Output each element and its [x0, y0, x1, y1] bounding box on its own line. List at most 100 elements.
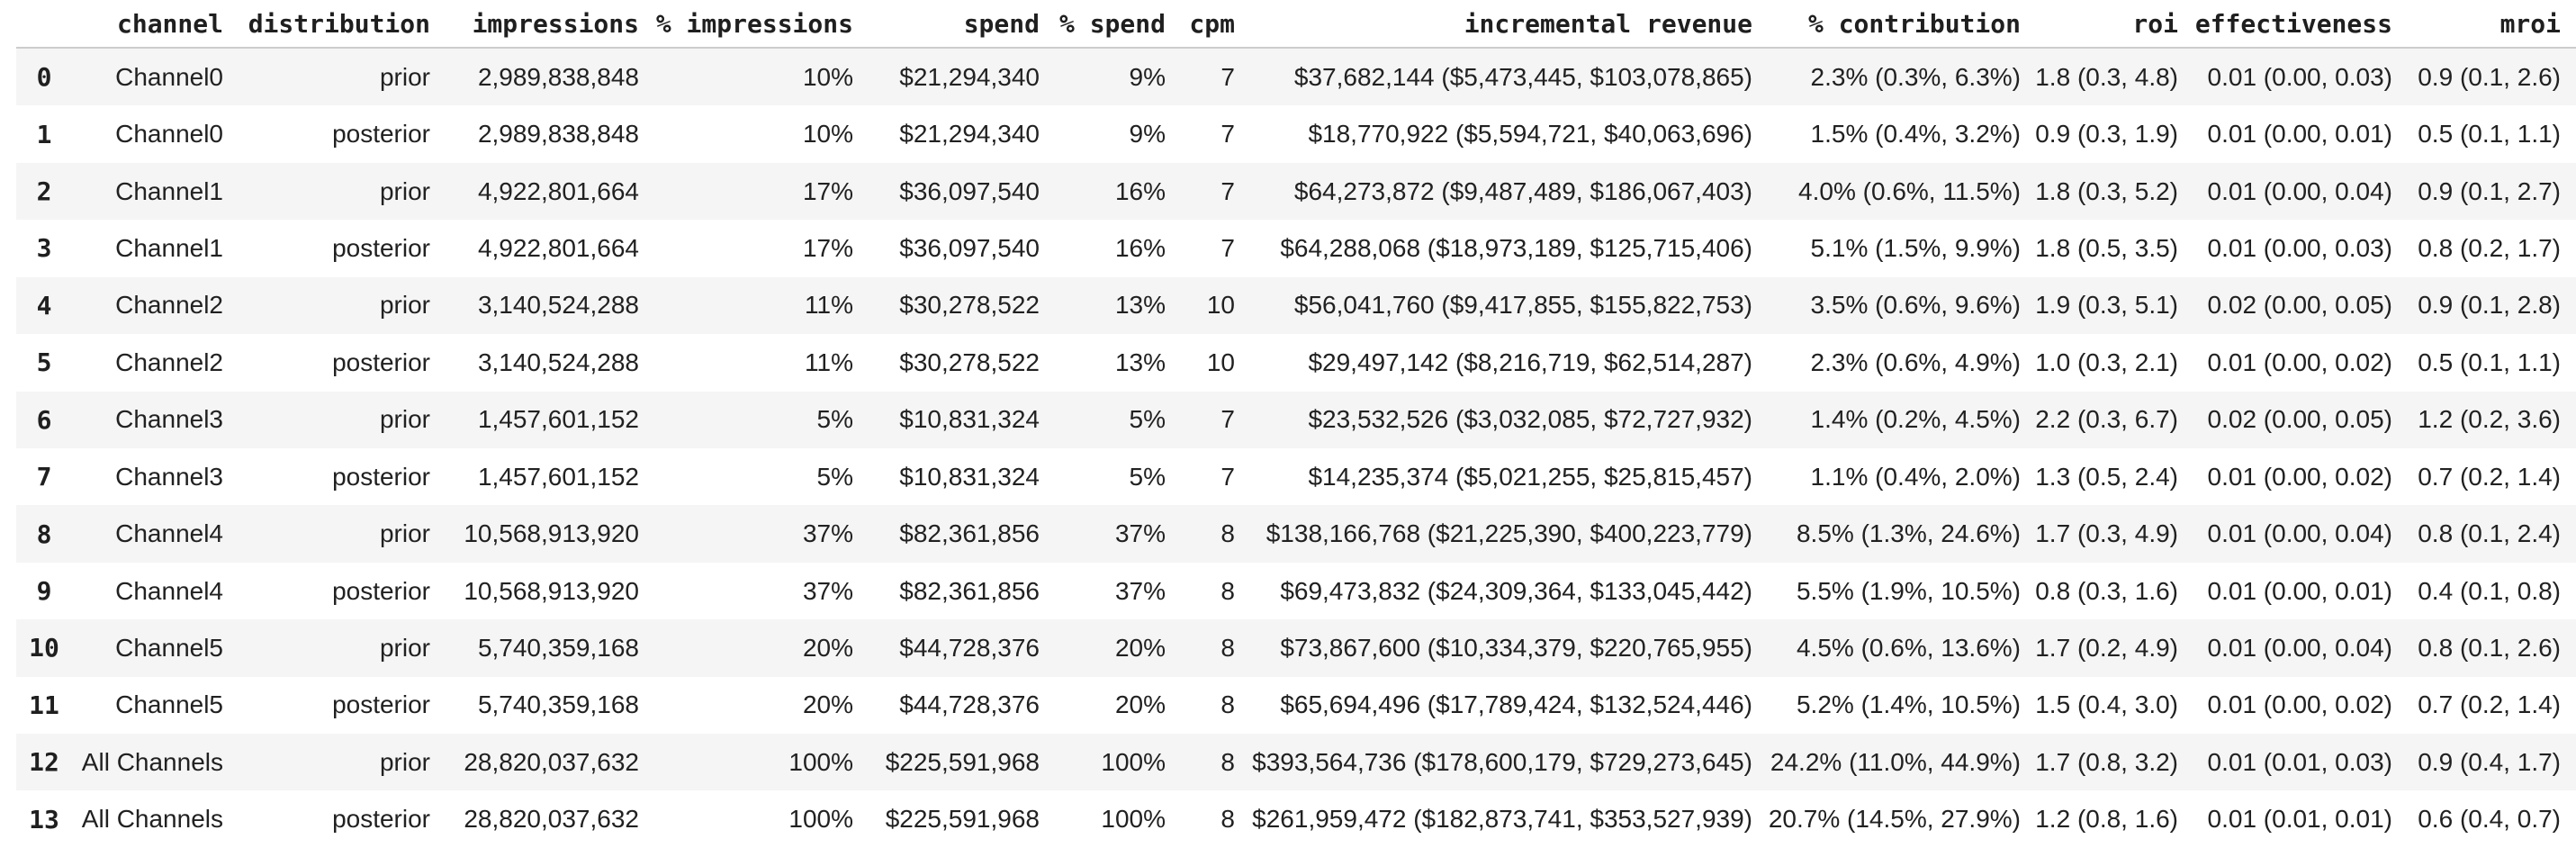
- cell-impressions: 4,922,801,664: [477, 233, 639, 262]
- table-row: 1 Channel0 posterior 2,989,838,848 10% $21,29…: [16, 105, 2576, 163]
- cell-cpm: 7: [1220, 62, 1235, 91]
- column-header-spend: spend: [860, 0, 1047, 49]
- cell-pct-impressions: 20%: [802, 690, 853, 719]
- cell-effectiveness: 0.01 (0.01, 0.03): [2207, 747, 2392, 776]
- cell-distribution: posterior: [332, 576, 430, 605]
- cell-impressions: 2,989,838,848: [477, 62, 639, 91]
- cell-mroi: 0.8 (0.1, 2.6): [2418, 633, 2561, 662]
- cell-pct-spend: 13%: [1114, 291, 1166, 320]
- table-row: 3 Channel1 posterior 4,922,801,664 17% $36,09…: [16, 220, 2576, 277]
- cell-distribution: prior: [379, 405, 430, 434]
- row-index: 5: [36, 347, 52, 378]
- table-row: 8 Channel4 prior 10,568,913,920 37% $82,361,8…: [16, 505, 2576, 563]
- cell-pct-spend: 100%: [1101, 747, 1166, 776]
- cell-channel: All Channels: [81, 747, 223, 776]
- cell-channel: All Channels: [81, 805, 223, 834]
- cell-roi: 1.7 (0.8, 3.2): [2035, 747, 2178, 776]
- cell-pct-contribution: 20.7% (14.5%, 27.9%): [1768, 805, 2021, 834]
- cell-effectiveness: 0.01 (0.00, 0.02): [2207, 462, 2392, 491]
- column-header-pct-impressions: % impressions: [646, 0, 860, 49]
- cell-pct-impressions: 100%: [788, 805, 853, 834]
- cell-incremental-revenue: $18,770,922 ($5,594,721, $40,063,696): [1308, 120, 1752, 149]
- table-row: 11 Channel5 posterior 5,740,359,168 20% $44,7…: [16, 676, 2576, 735]
- cell-pct-impressions: 10%: [802, 120, 853, 149]
- cell-spend: $30,278,522: [899, 347, 1040, 376]
- column-header-channel: channel: [72, 0, 230, 49]
- table-row: 2 Channel1 prior 4,922,801,664 17% $36,097,54…: [16, 162, 2576, 221]
- cell-effectiveness: 0.02 (0.00, 0.05): [2207, 405, 2392, 434]
- cell-pct-contribution: 1.4% (0.2%, 4.5%): [1810, 405, 2021, 434]
- cell-incremental-revenue: $138,166,768 ($21,225,390, $400,223,779): [1265, 519, 1752, 548]
- cell-roi: 0.8 (0.3, 1.6): [2035, 576, 2178, 605]
- row-index: 3: [36, 233, 52, 264]
- cell-mroi: 0.9 (0.1, 2.7): [2418, 176, 2561, 205]
- cell-effectiveness: 0.02 (0.00, 0.05): [2207, 291, 2392, 320]
- table-row: 9 Channel4 posterior 10,568,913,920 37% $82,3…: [16, 562, 2576, 620]
- cell-distribution: prior: [379, 519, 430, 548]
- cell-distribution: posterior: [332, 690, 430, 719]
- cell-effectiveness: 0.01 (0.00, 0.01): [2207, 120, 2392, 149]
- table-row: 7 Channel3 posterior 1,457,601,152 5% $10,831…: [16, 447, 2576, 506]
- cell-distribution: prior: [379, 62, 430, 91]
- cell-effectiveness: 0.01 (0.00, 0.03): [2207, 233, 2392, 262]
- cell-pct-spend: 9%: [1129, 62, 1166, 91]
- cell-effectiveness: 0.01 (0.00, 0.02): [2207, 347, 2392, 376]
- cell-incremental-revenue: $64,273,872 ($9,487,489, $186,067,403): [1293, 176, 1752, 205]
- cell-cpm: 8: [1220, 576, 1235, 605]
- cell-pct-impressions: 5%: [816, 405, 853, 434]
- cell-mroi: 0.9 (0.1, 2.8): [2418, 291, 2561, 320]
- table-row: 13 All Channels posterior 28,820,037,632 100…: [16, 790, 2576, 848]
- table-row: 10 Channel5 prior 5,740,359,168 20% $44,728,3…: [16, 619, 2576, 677]
- cell-channel: Channel5: [115, 633, 223, 662]
- row-index: 2: [36, 176, 52, 207]
- cell-pct-spend: 20%: [1114, 690, 1166, 719]
- cell-cpm: 8: [1220, 633, 1235, 662]
- cell-pct-spend: 13%: [1114, 347, 1166, 376]
- cell-incremental-revenue: $14,235,374 ($5,021,255, $25,815,457): [1308, 462, 1752, 491]
- cell-pct-contribution: 2.3% (0.6%, 4.9%): [1810, 347, 2021, 376]
- cell-pct-spend: 100%: [1101, 805, 1166, 834]
- cell-roi: 1.5 (0.4, 3.0): [2035, 690, 2178, 719]
- cell-roi: 0.9 (0.3, 1.9): [2035, 120, 2178, 149]
- cell-roi: 1.7 (0.2, 4.9): [2035, 633, 2178, 662]
- cell-pct-contribution: 5.2% (1.4%, 10.5%): [1796, 690, 2021, 719]
- cell-incremental-revenue: $37,682,144 ($5,473,445, $103,078,865): [1293, 62, 1752, 91]
- cell-pct-impressions: 10%: [802, 62, 853, 91]
- cell-pct-impressions: 37%: [802, 576, 853, 605]
- cell-distribution: prior: [379, 291, 430, 320]
- cell-mroi: 0.9 (0.1, 2.6): [2418, 62, 2561, 91]
- table-row: 0 Channel0 prior 2,989,838,848 10% $21,294,34…: [16, 48, 2576, 106]
- cell-spend: $36,097,540: [899, 233, 1040, 262]
- cell-spend: $21,294,340: [899, 62, 1040, 91]
- cell-incremental-revenue: $73,867,600 ($10,334,379, $220,765,955): [1280, 633, 1752, 662]
- cell-impressions: 2,989,838,848: [477, 120, 639, 149]
- cell-mroi: 0.5 (0.1, 1.1): [2418, 347, 2561, 376]
- cell-spend: $44,728,376: [899, 633, 1040, 662]
- cell-impressions: 5,740,359,168: [477, 633, 639, 662]
- cell-distribution: posterior: [332, 233, 430, 262]
- cell-impressions: 4,922,801,664: [477, 176, 639, 205]
- cell-pct-impressions: 5%: [816, 462, 853, 491]
- cell-spend: $21,294,340: [899, 120, 1040, 149]
- cell-spend: $225,591,968: [885, 747, 1040, 776]
- cell-incremental-revenue: $23,532,526 ($3,032,085, $72,727,932): [1308, 405, 1752, 434]
- cell-distribution: posterior: [332, 120, 430, 149]
- row-index: 8: [36, 519, 52, 549]
- cell-pct-impressions: 37%: [802, 519, 853, 548]
- cell-distribution: posterior: [332, 462, 430, 491]
- cell-pct-contribution: 1.5% (0.4%, 3.2%): [1810, 120, 2021, 149]
- cell-mroi: 0.4 (0.1, 0.8): [2418, 576, 2561, 605]
- cell-pct-spend: 37%: [1114, 576, 1166, 605]
- cell-roi: 1.0 (0.3, 2.1): [2035, 347, 2178, 376]
- cell-channel: Channel4: [115, 519, 223, 548]
- cell-roi: 1.8 (0.5, 3.5): [2035, 233, 2178, 262]
- cell-channel: Channel2: [115, 291, 223, 320]
- cell-spend: $10,831,324: [899, 405, 1040, 434]
- row-index: 9: [36, 576, 52, 606]
- cell-impressions: 10,568,913,920: [464, 519, 639, 548]
- cell-cpm: 7: [1220, 462, 1235, 491]
- cell-mroi: 0.8 (0.1, 2.4): [2418, 519, 2561, 548]
- table-row: 5 Channel2 posterior 3,140,524,288 11% $30,27…: [16, 334, 2576, 392]
- cell-spend: $10,831,324: [899, 462, 1040, 491]
